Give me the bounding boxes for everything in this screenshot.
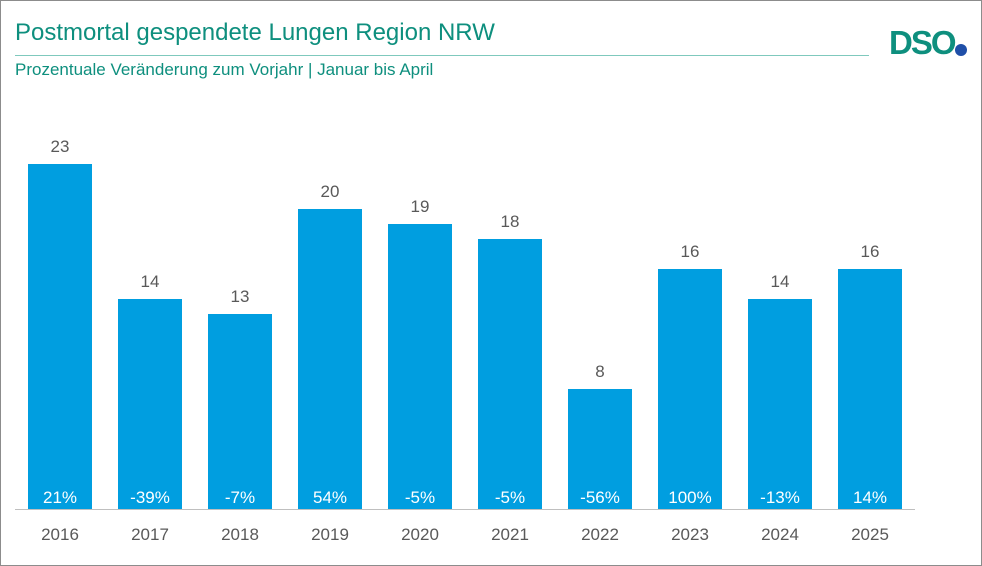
x-tick-2018: 2018 bbox=[221, 525, 259, 544]
change-label-2017: -39% bbox=[130, 488, 170, 507]
value-label-2017: 14 bbox=[141, 272, 160, 291]
dso-logo-text: DSO bbox=[889, 25, 956, 59]
chart-title: Postmortal gespendete Lungen Region NRW bbox=[15, 19, 495, 46]
bar-2025 bbox=[838, 269, 902, 509]
x-tick-2022: 2022 bbox=[581, 525, 619, 544]
change-label-2019: 54% bbox=[313, 488, 347, 507]
value-label-2024: 14 bbox=[771, 272, 790, 291]
x-tick-2023: 2023 bbox=[671, 525, 709, 544]
bar-2023 bbox=[658, 269, 722, 509]
bar-2018 bbox=[208, 314, 272, 509]
value-label-2023: 16 bbox=[681, 242, 700, 261]
x-tick-2019: 2019 bbox=[311, 525, 349, 544]
bar-2016 bbox=[28, 164, 92, 509]
value-label-2018: 13 bbox=[231, 287, 250, 306]
bar-2024 bbox=[748, 299, 812, 509]
dso-logo: DSO bbox=[889, 25, 967, 59]
change-label-2020: -5% bbox=[405, 488, 435, 507]
x-tick-2024: 2024 bbox=[761, 525, 799, 544]
title-divider bbox=[15, 55, 869, 56]
x-tick-2025: 2025 bbox=[851, 525, 889, 544]
change-label-2024: -13% bbox=[760, 488, 800, 507]
x-tick-2016: 2016 bbox=[41, 525, 79, 544]
change-label-2025: 14% bbox=[853, 488, 887, 507]
change-label-2018: -7% bbox=[225, 488, 255, 507]
value-label-2022: 8 bbox=[595, 362, 604, 381]
x-tick-2017: 2017 bbox=[131, 525, 169, 544]
value-label-2025: 16 bbox=[861, 242, 880, 261]
bar-2021 bbox=[478, 239, 542, 509]
bar-2022 bbox=[568, 389, 632, 509]
value-label-2020: 19 bbox=[411, 197, 430, 216]
bar-2020 bbox=[388, 224, 452, 509]
change-label-2021: -5% bbox=[495, 488, 525, 507]
value-label-2019: 20 bbox=[321, 182, 340, 201]
value-label-2016: 23 bbox=[51, 137, 70, 156]
change-label-2022: -56% bbox=[580, 488, 620, 507]
bar-2017 bbox=[118, 299, 182, 509]
change-label-2023: 100% bbox=[668, 488, 711, 507]
dso-logo-dot bbox=[955, 44, 967, 56]
bar-2019 bbox=[298, 209, 362, 509]
x-tick-2020: 2020 bbox=[401, 525, 439, 544]
chart-subtitle: Prozentuale Veränderung zum Vorjahr | Ja… bbox=[15, 60, 434, 79]
x-tick-2021: 2021 bbox=[491, 525, 529, 544]
change-label-2016: 21% bbox=[43, 488, 77, 507]
value-label-2021: 18 bbox=[501, 212, 520, 231]
